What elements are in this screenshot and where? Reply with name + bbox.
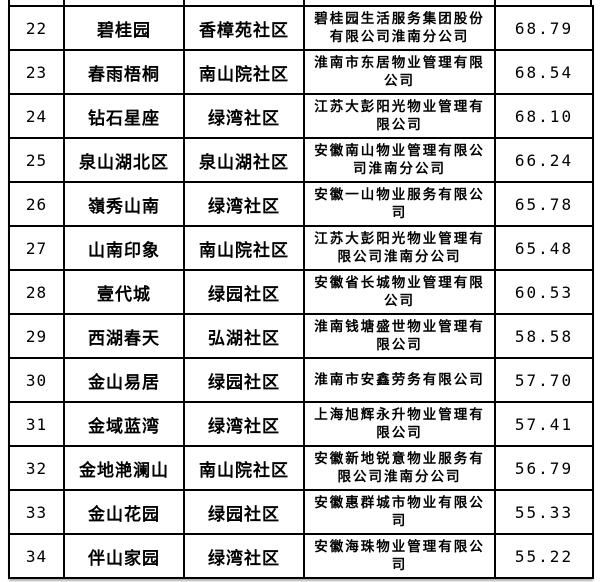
score-cell: 56.79 xyxy=(494,445,594,491)
company-cell: 碧桂园生活服务集团股份有限公司淮南分公司 xyxy=(303,5,496,51)
company-cell: 安徽南山物业管理有限公司淮南分公司 xyxy=(303,137,496,183)
rank-cell: 26 xyxy=(8,181,65,227)
company-cell: 淮南市安鑫劳务有限公司 xyxy=(303,357,496,403)
rank-cell: 31 xyxy=(8,401,65,447)
rank-cell: 28 xyxy=(8,269,65,315)
cutoff-cell xyxy=(8,0,63,5)
company-cell: 安徽一山物业服务有限公司 xyxy=(303,181,496,227)
community-cell: 绿湾社区 xyxy=(183,93,305,139)
cutoff-cell xyxy=(183,0,303,5)
name-cell: 春雨梧桐 xyxy=(63,49,185,95)
name-cell: 伴山家园 xyxy=(63,533,185,579)
cutoff-cell xyxy=(63,0,183,5)
score-cell: 68.10 xyxy=(494,93,594,139)
company-cell: 安徽惠群城市物业有限公司 xyxy=(303,489,496,535)
table-row: 25 泉山湖北区 泉山湖社区 安徽南山物业管理有限公司淮南分公司 66.24 xyxy=(8,137,594,183)
score-cell: 57.70 xyxy=(494,357,594,403)
name-cell: 山南印象 xyxy=(63,225,185,271)
name-cell: 泉山湖北区 xyxy=(63,137,185,183)
table-row: 32 金地滟澜山 南山院社区 安徽新地锐意物业服务有限公司淮南分公司 56.79 xyxy=(8,445,594,491)
name-cell: 钻石星座 xyxy=(63,93,185,139)
company-cell: 上海旭辉永升物业管理有限公司 xyxy=(303,401,496,447)
name-cell: 金山易居 xyxy=(63,357,185,403)
name-cell: 金地滟澜山 xyxy=(63,445,185,491)
ranking-table-container: 22 碧桂园 香樟苑社区 碧桂园生活服务集团股份有限公司淮南分公司 68.79 … xyxy=(8,0,594,579)
name-cell: 碧桂园 xyxy=(63,5,185,51)
company-cell: 江苏大彭阳光物业管理有限公司 xyxy=(303,93,496,139)
score-cell: 65.78 xyxy=(494,181,594,227)
table-row: 29 西湖春天 弘湖社区 淮南钱塘盛世物业管理有限公司 58.58 xyxy=(8,313,594,359)
cutoff-cell xyxy=(494,0,592,5)
table-row: 28 壹代城 绿园社区 安徽省长城物业管理有限公司 60.53 xyxy=(8,269,594,315)
company-cell: 安徽省长城物业管理有限公司 xyxy=(303,269,496,315)
community-cell: 绿湾社区 xyxy=(183,533,305,579)
rank-cell: 34 xyxy=(8,533,65,579)
score-cell: 57.41 xyxy=(494,401,594,447)
community-cell: 南山院社区 xyxy=(183,225,305,271)
table-row: 24 钻石星座 绿湾社区 江苏大彭阳光物业管理有限公司 68.10 xyxy=(8,93,594,139)
score-cell: 55.22 xyxy=(494,533,594,579)
score-cell: 68.79 xyxy=(494,5,594,51)
table-row: 22 碧桂园 香樟苑社区 碧桂园生活服务集团股份有限公司淮南分公司 68.79 xyxy=(8,5,594,51)
table-row: 34 伴山家园 绿湾社区 安徽海珠物业管理有限公司 55.22 xyxy=(8,533,594,579)
table-row: 27 山南印象 南山院社区 江苏大彭阳光物业管理有限公司淮南分公司 65.48 xyxy=(8,225,594,271)
score-cell: 65.48 xyxy=(494,225,594,271)
rank-cell: 29 xyxy=(8,313,65,359)
table-row: 33 金山花园 绿园社区 安徽惠群城市物业有限公司 55.33 xyxy=(8,489,594,535)
community-cell: 弘湖社区 xyxy=(183,313,305,359)
table-row: 26 嶺秀山南 绿湾社区 安徽一山物业服务有限公司 65.78 xyxy=(8,181,594,227)
community-cell: 绿园社区 xyxy=(183,269,305,315)
score-cell: 60.53 xyxy=(494,269,594,315)
name-cell: 金山花园 xyxy=(63,489,185,535)
community-cell: 香樟苑社区 xyxy=(183,5,305,51)
company-cell: 安徽海珠物业管理有限公司 xyxy=(303,533,496,579)
ranking-table: 22 碧桂园 香樟苑社区 碧桂园生活服务集团股份有限公司淮南分公司 68.79 … xyxy=(8,5,594,579)
rank-cell: 33 xyxy=(8,489,65,535)
company-cell: 淮南钱塘盛世物业管理有限公司 xyxy=(303,313,496,359)
company-cell: 安徽新地锐意物业服务有限公司淮南分公司 xyxy=(303,445,496,491)
table-body: 22 碧桂园 香樟苑社区 碧桂园生活服务集团股份有限公司淮南分公司 68.79 … xyxy=(8,5,594,579)
rank-cell: 27 xyxy=(8,225,65,271)
name-cell: 嶺秀山南 xyxy=(63,181,185,227)
cutoff-row-top xyxy=(8,0,592,5)
score-cell: 58.58 xyxy=(494,313,594,359)
name-cell: 壹代城 xyxy=(63,269,185,315)
rank-cell: 30 xyxy=(8,357,65,403)
community-cell: 南山院社区 xyxy=(183,49,305,95)
community-cell: 绿园社区 xyxy=(183,357,305,403)
score-cell: 66.24 xyxy=(494,137,594,183)
name-cell: 金域蓝湾 xyxy=(63,401,185,447)
cutoff-cell xyxy=(303,0,494,5)
name-cell: 西湖春天 xyxy=(63,313,185,359)
community-cell: 南山院社区 xyxy=(183,445,305,491)
company-cell: 江苏大彭阳光物业管理有限公司淮南分公司 xyxy=(303,225,496,271)
community-cell: 泉山湖社区 xyxy=(183,137,305,183)
company-cell: 淮南市东居物业管理有限公司 xyxy=(303,49,496,95)
community-cell: 绿园社区 xyxy=(183,489,305,535)
score-cell: 68.54 xyxy=(494,49,594,95)
rank-cell: 32 xyxy=(8,445,65,491)
community-cell: 绿湾社区 xyxy=(183,401,305,447)
rank-cell: 25 xyxy=(8,137,65,183)
rank-cell: 23 xyxy=(8,49,65,95)
table-row: 31 金域蓝湾 绿湾社区 上海旭辉永升物业管理有限公司 57.41 xyxy=(8,401,594,447)
table-row: 30 金山易居 绿园社区 淮南市安鑫劳务有限公司 57.70 xyxy=(8,357,594,403)
rank-cell: 22 xyxy=(8,5,65,51)
community-cell: 绿湾社区 xyxy=(183,181,305,227)
score-cell: 55.33 xyxy=(494,489,594,535)
table-row: 23 春雨梧桐 南山院社区 淮南市东居物业管理有限公司 68.54 xyxy=(8,49,594,95)
rank-cell: 24 xyxy=(8,93,65,139)
